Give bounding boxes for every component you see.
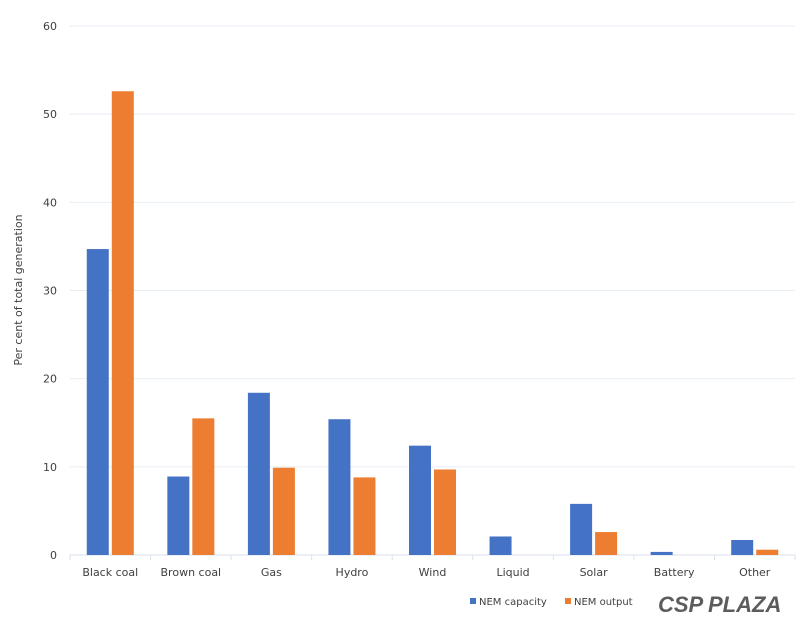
legend-swatch-capacity bbox=[470, 598, 476, 604]
y-axis-label: Per cent of total generation bbox=[12, 214, 25, 365]
x-tick-label: Solar bbox=[580, 566, 609, 579]
legend-label-capacity: NEM capacity bbox=[479, 597, 547, 608]
y-tick-label: 60 bbox=[43, 20, 57, 33]
x-tick-label: Wind bbox=[419, 566, 447, 579]
bar-capacity-liquid bbox=[489, 536, 512, 555]
svg-text:PLAZA: PLAZA bbox=[708, 592, 781, 617]
bar-capacity-gas bbox=[247, 392, 270, 555]
x-tick-label: Brown coal bbox=[161, 566, 222, 579]
x-tick-label: Other bbox=[739, 566, 771, 579]
bar-capacity-black-coal bbox=[86, 249, 109, 556]
y-axis-ticks: 0 10 20 30 40 50 60 bbox=[43, 20, 57, 562]
x-tick-label: Battery bbox=[654, 566, 695, 579]
y-tick-label: 10 bbox=[43, 461, 57, 474]
bar-output-gas bbox=[272, 467, 295, 555]
y-tick-label: 30 bbox=[43, 285, 57, 298]
x-tick-label: Hydro bbox=[336, 566, 369, 579]
svg-text:CSP: CSP bbox=[658, 592, 704, 617]
x-tick-label: Black coal bbox=[82, 566, 138, 579]
bar-capacity-other bbox=[731, 540, 754, 555]
bars bbox=[86, 91, 779, 556]
x-axis-ticks: Black coal Brown coal Gas Hydro Wind Liquid So… bbox=[69, 555, 796, 579]
bar-capacity-hydro bbox=[328, 419, 351, 555]
y-tick-label: 0 bbox=[50, 549, 57, 562]
bar-output-other bbox=[756, 549, 779, 555]
watermark-logo: CSP PLAZA bbox=[658, 592, 781, 617]
legend-label-output: NEM output bbox=[574, 597, 633, 608]
bar-output-wind bbox=[434, 469, 456, 555]
x-tick-label: Liquid bbox=[496, 566, 529, 579]
bar-output-brown-coal bbox=[192, 418, 215, 555]
x-tick-label: Gas bbox=[261, 566, 282, 579]
bar-capacity-wind bbox=[409, 445, 431, 555]
bar-output-hydro bbox=[353, 477, 376, 555]
y-tick-label: 20 bbox=[43, 373, 57, 386]
gridlines bbox=[70, 25, 795, 556]
bar-capacity-solar bbox=[570, 503, 593, 555]
bar-capacity-battery bbox=[650, 551, 673, 555]
bar-output-black-coal bbox=[111, 91, 134, 555]
bar-capacity-brown-coal bbox=[167, 476, 190, 555]
y-tick-label: 50 bbox=[43, 108, 57, 121]
y-tick-label: 40 bbox=[43, 196, 57, 209]
legend: NEM capacity NEM output bbox=[470, 597, 633, 608]
bar-output-solar bbox=[595, 532, 618, 555]
legend-swatch-output bbox=[565, 598, 571, 604]
